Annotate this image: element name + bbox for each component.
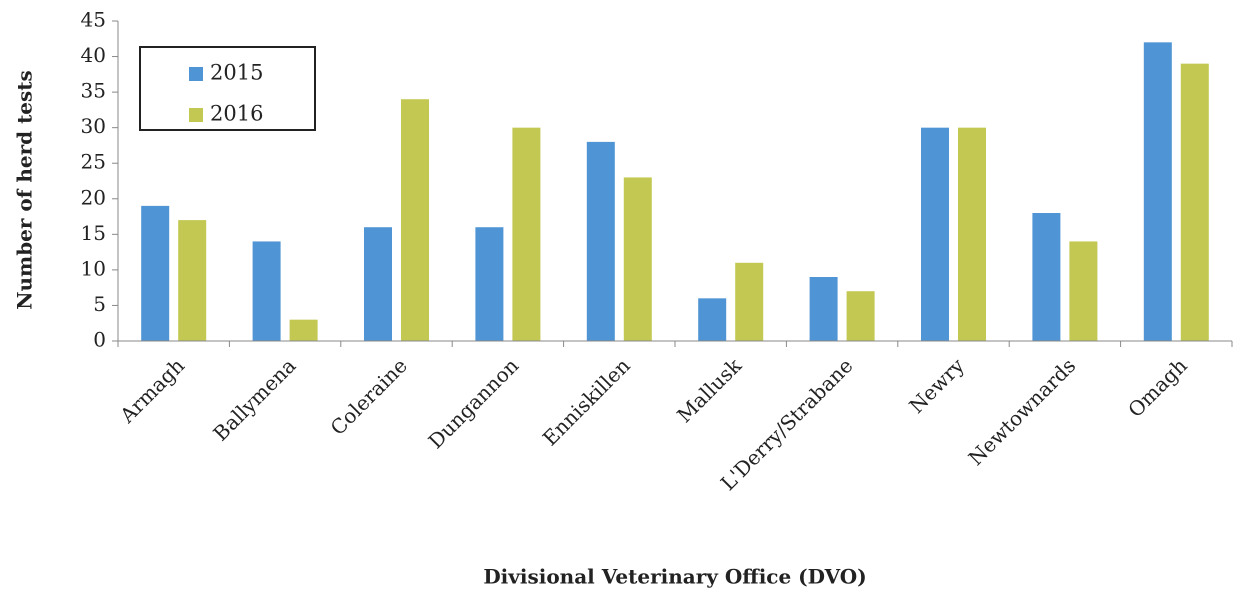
x-tick-label: Armagh <box>114 353 189 428</box>
bar <box>401 99 429 341</box>
bar <box>178 220 207 341</box>
y-tick-label: 15 <box>81 221 106 245</box>
y-tick-label: 45 <box>81 8 106 32</box>
y-tick-label: 25 <box>81 150 106 174</box>
bar <box>623 177 652 341</box>
bar <box>698 298 727 341</box>
x-tick-label: Enniskillen <box>538 353 635 450</box>
x-tick-label: Dungannon <box>423 353 523 453</box>
bar <box>141 205 170 341</box>
bar <box>921 127 949 342</box>
bar <box>846 291 875 341</box>
y-tick-label: 35 <box>81 79 106 103</box>
y-tick-label: 30 <box>81 114 106 138</box>
x-tick-label: Coleraine <box>326 353 412 439</box>
legend-label: 2015 <box>210 61 263 85</box>
y-tick-label: 10 <box>81 256 106 280</box>
legend-swatch <box>189 108 203 122</box>
x-axis-title: Divisional Veterinary Office (DVO) <box>483 565 866 589</box>
bar <box>1180 63 1209 342</box>
x-tick-label: Omagh <box>1123 353 1192 422</box>
y-axis-title: Number of herd tests <box>13 70 37 310</box>
bar <box>364 227 392 341</box>
bar <box>475 227 504 341</box>
x-tick-label: Ballymena <box>208 353 300 445</box>
y-tick-label: 0 <box>93 328 106 352</box>
x-tick-label: Newtownards <box>964 353 1081 470</box>
y-tick-label: 5 <box>93 292 106 316</box>
bar <box>1143 42 1172 341</box>
legend-box <box>139 46 316 131</box>
bar <box>735 262 764 341</box>
bar <box>512 127 541 342</box>
bar <box>289 319 318 341</box>
bar <box>586 141 615 341</box>
y-tick-label: 20 <box>81 185 106 209</box>
bar <box>1032 213 1061 341</box>
bar <box>958 127 986 342</box>
x-tick-label: Mallusk <box>672 353 746 427</box>
legend-label: 2016 <box>210 102 263 126</box>
y-tick-label: 40 <box>81 43 106 67</box>
legend-swatch <box>189 67 203 81</box>
x-tick-label: Newry <box>904 353 969 418</box>
bar <box>252 241 281 341</box>
bar <box>809 277 838 341</box>
bar <box>1069 241 1098 341</box>
